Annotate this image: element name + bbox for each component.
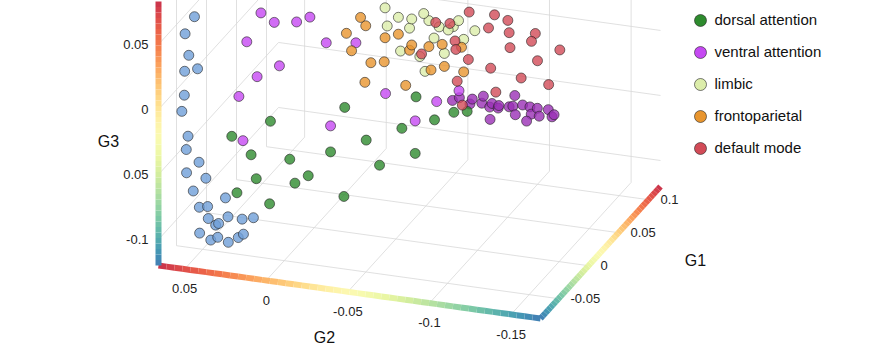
svg-text:0.05: 0.05 (123, 37, 148, 52)
svg-text:0.1: 0.1 (661, 192, 679, 207)
svg-text:G3: G3 (98, 133, 119, 150)
svg-text:-0.1: -0.1 (126, 232, 148, 247)
svg-text:0: 0 (141, 102, 148, 117)
svg-text:dorsal attention: dorsal attention (715, 11, 818, 28)
svg-text:-0.1: -0.1 (418, 315, 440, 330)
svg-text:limbic: limbic (715, 75, 754, 92)
svg-text:0.05: 0.05 (172, 281, 197, 296)
svg-text:0.05: 0.05 (123, 167, 148, 182)
svg-text:0: 0 (601, 258, 608, 273)
svg-text:ventral attention: ventral attention (715, 43, 822, 60)
svg-text:-0.15: -0.15 (496, 327, 526, 342)
svg-text:default mode: default mode (715, 139, 802, 156)
svg-text:frontoparietal: frontoparietal (715, 107, 803, 124)
svg-text:0: 0 (263, 293, 270, 308)
svg-text:G2: G2 (314, 329, 335, 346)
svg-text:-0.05: -0.05 (571, 291, 601, 306)
svg-text:-0.05: -0.05 (333, 304, 363, 319)
svg-text:0.05: 0.05 (631, 225, 656, 240)
svg-text:G1: G1 (685, 252, 706, 269)
